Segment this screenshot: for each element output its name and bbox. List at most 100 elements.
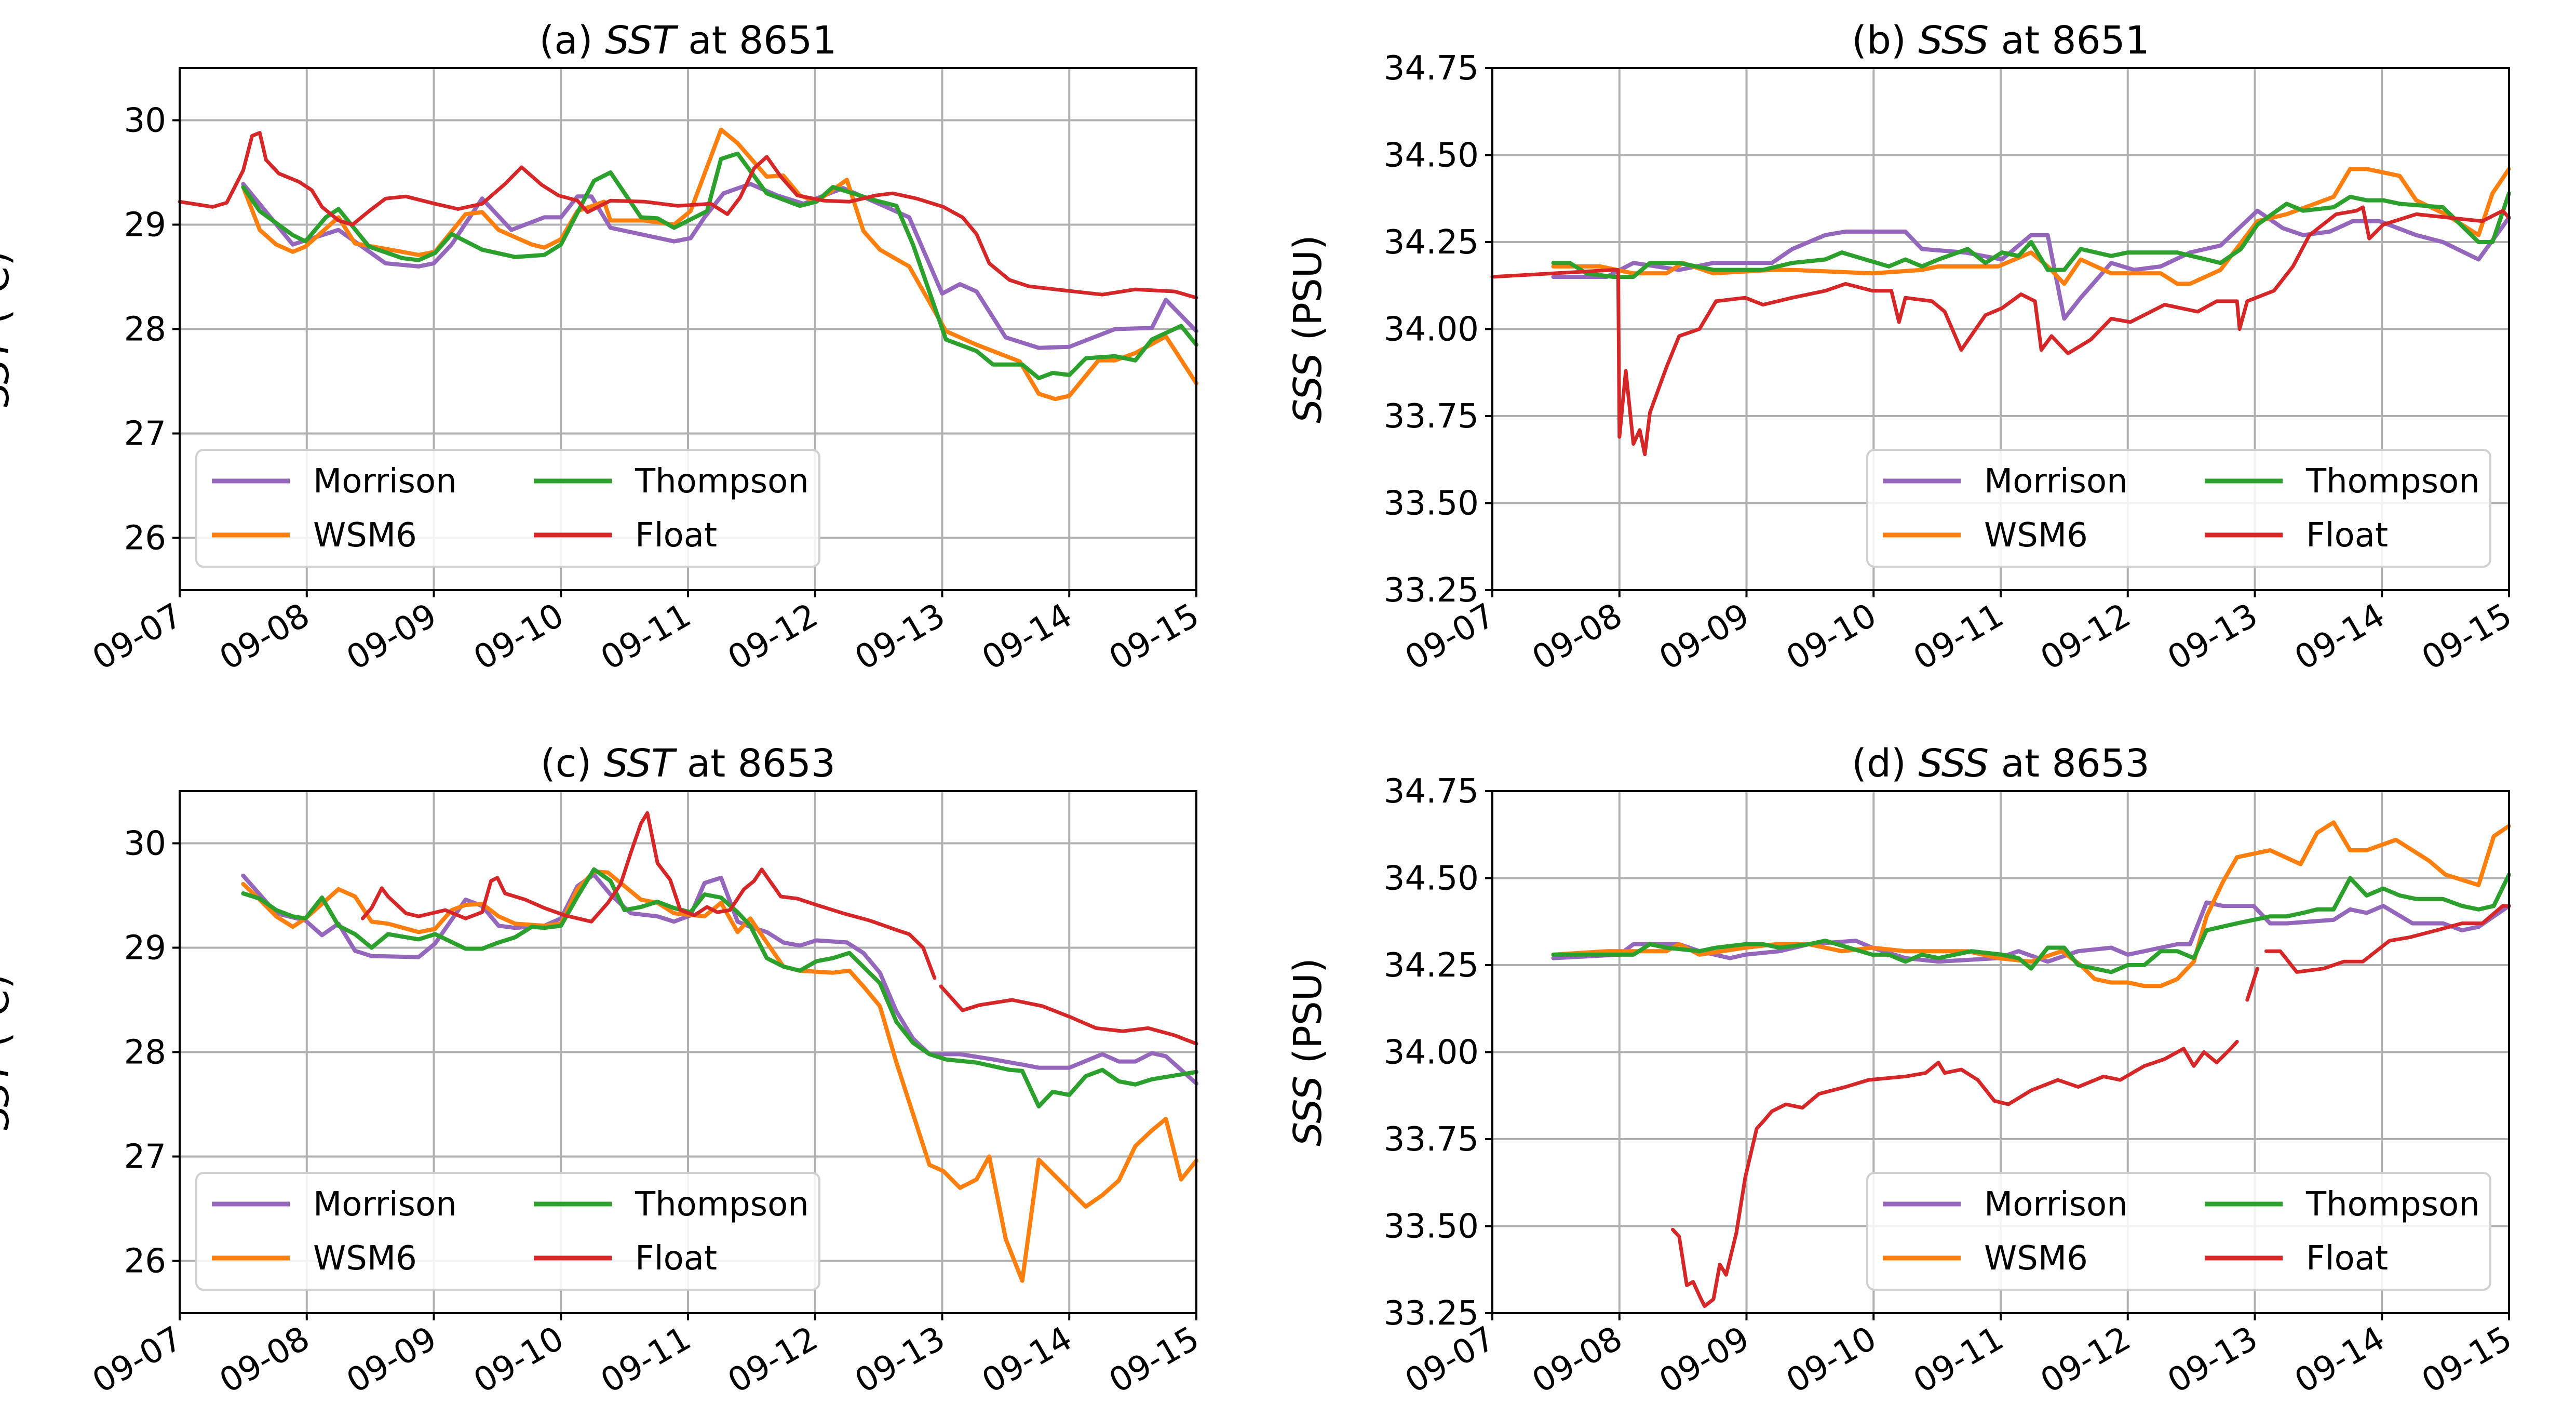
x-tick-label: 09-10 [467, 1319, 570, 1401]
legend-label-wsm6: WSM6 [1984, 516, 2088, 555]
y-label-unit: (PSU) [1286, 958, 1330, 1064]
legend: Morrison WSM6 Thompson Float [1866, 449, 2491, 568]
y-label-variable: SSS [1286, 353, 1330, 423]
x-tick-label: 09-11 [595, 1319, 697, 1401]
title-suffix: at 8651 [2001, 18, 2150, 63]
y-tick-label: 27 [124, 1138, 166, 1177]
x-tick-label: 09-08 [213, 596, 316, 678]
title-space [675, 741, 687, 786]
y-axis-label: SST (℃) [0, 251, 18, 407]
title-prefix: (a) [540, 18, 593, 63]
x-tick-label: 09-13 [848, 596, 951, 678]
series-line-thompson [1551, 191, 2511, 279]
x-tick-label: 09-14 [976, 596, 1078, 678]
series-line-wsm6 [1551, 167, 2511, 286]
y-axis-label: SSS (PSU) [1286, 235, 1330, 423]
y-axis-label: SST (℃) [0, 974, 18, 1130]
x-tick-label: 09-12 [2034, 1319, 2137, 1401]
x-tick-label: 09-10 [1780, 1319, 1883, 1401]
series-line-thompson [1551, 872, 2511, 974]
series-line-float [360, 811, 1198, 1046]
x-tick-label: 09-11 [595, 596, 697, 678]
x-tick-label: 09-08 [1526, 596, 1629, 678]
series-line-morrison [1551, 208, 2511, 321]
title-variable: SSS [1918, 18, 1989, 63]
x-tick-label: 09-12 [2034, 596, 2137, 678]
y-tick-label: 30 [124, 825, 166, 863]
title-space [593, 18, 605, 63]
title-prefix: (b) [1852, 18, 1906, 63]
x-tick-label: 09-15 [2416, 596, 2518, 678]
y-tick-label: 26 [124, 519, 166, 558]
x-tick-label: 09-11 [1907, 596, 2010, 678]
legend-box [195, 1172, 820, 1291]
y-label-variable: SST [0, 1057, 18, 1130]
y-tick-label: 30 [124, 102, 166, 140]
series-line-thompson [241, 151, 1198, 380]
series-line-morrison [1551, 900, 2511, 964]
y-label-space [0, 324, 18, 337]
legend: Morrison WSM6 Thompson Float [195, 1172, 820, 1291]
chart-title: (b) SSS at 8651 [1852, 18, 2150, 63]
legend-label-wsm6: WSM6 [1984, 1239, 2088, 1278]
legend-label-thompson: Thompson [635, 1185, 809, 1224]
y-tick-label: 34.25 [1384, 946, 1479, 985]
title-space [1989, 741, 2001, 786]
legend-box [195, 449, 820, 568]
y-label-space [0, 1047, 18, 1060]
x-tick-label: 09-09 [1653, 596, 1756, 678]
title-space [676, 18, 689, 63]
title-space [1906, 18, 1919, 63]
chart-title: (d) SSS at 8653 [1852, 741, 2150, 786]
series-line-wsm6 [241, 127, 1198, 402]
x-tick-label: 09-09 [340, 1319, 443, 1401]
title-space [1989, 18, 2001, 63]
title-space [1906, 741, 1919, 786]
y-tick-label: 34.50 [1384, 860, 1479, 898]
legend-label-thompson: Thompson [2305, 462, 2480, 501]
x-tick-label: 09-10 [1780, 596, 1883, 678]
y-axis-label: SSS (PSU) [1286, 958, 1330, 1146]
x-tick-label: 09-12 [722, 596, 825, 678]
panel-d: 09-07 09-08 09-09 09-10 09-11 09-12 09-13 09-14… [1286, 741, 2518, 1401]
title-suffix: at 8653 [687, 741, 835, 786]
legend: Morrison WSM6 Thompson Float [195, 449, 820, 568]
x-tick-label: 09-09 [340, 596, 443, 678]
legend-label-float: Float [2306, 1239, 2388, 1278]
chart-title: (c) SST at 8653 [541, 741, 835, 786]
x-tick-label: 09-14 [2288, 1319, 2391, 1401]
y-tick-label: 29 [124, 929, 166, 968]
y-tick-label: 27 [124, 415, 166, 453]
y-tick-label: 33.50 [1384, 1208, 1479, 1246]
legend-box [1866, 1172, 2491, 1291]
legend-label-morrison: Morrison [313, 1185, 457, 1224]
y-tick-label: 29 [124, 206, 166, 245]
legend-label-morrison: Morrison [313, 462, 457, 501]
panel-b: 09-07 09-08 09-09 09-10 09-11 09-12 09-13 09-14… [1286, 18, 2518, 678]
x-tick-label: 09-10 [467, 596, 570, 678]
series-line-float [178, 131, 1198, 300]
y-tick-label: 26 [124, 1242, 166, 1281]
panel-a: 09-07 09-08 09-09 09-10 09-11 09-12 09-13 09-14… [0, 18, 1206, 678]
series-line-float [1490, 205, 2511, 457]
title-space [591, 741, 604, 786]
title-variable: SST [605, 18, 679, 63]
y-tick-label: 33.75 [1384, 1120, 1479, 1159]
title-variable: SSS [1918, 741, 1989, 786]
y-tick-label: 33.25 [1384, 1294, 1479, 1333]
legend-label-float: Float [635, 1239, 717, 1278]
x-tick-label: 09-15 [1103, 596, 1206, 678]
title-suffix: at 8651 [688, 18, 837, 63]
x-tick-label: 09-14 [2288, 596, 2391, 678]
title-prefix: (c) [541, 741, 591, 786]
x-tick-label: 09-15 [1103, 1319, 1206, 1401]
series-line-thompson [241, 867, 1198, 1108]
x-tick-label: 09-11 [1907, 1319, 2010, 1401]
y-label-variable: SST [0, 333, 18, 407]
x-tick-label: 09-09 [1653, 1319, 1756, 1401]
legend-label-morrison: Morrison [1984, 1185, 2128, 1224]
x-tick-label: 09-07 [86, 596, 189, 678]
series-line-float [1671, 904, 2511, 1308]
y-tick-label: 34.25 [1384, 223, 1479, 262]
